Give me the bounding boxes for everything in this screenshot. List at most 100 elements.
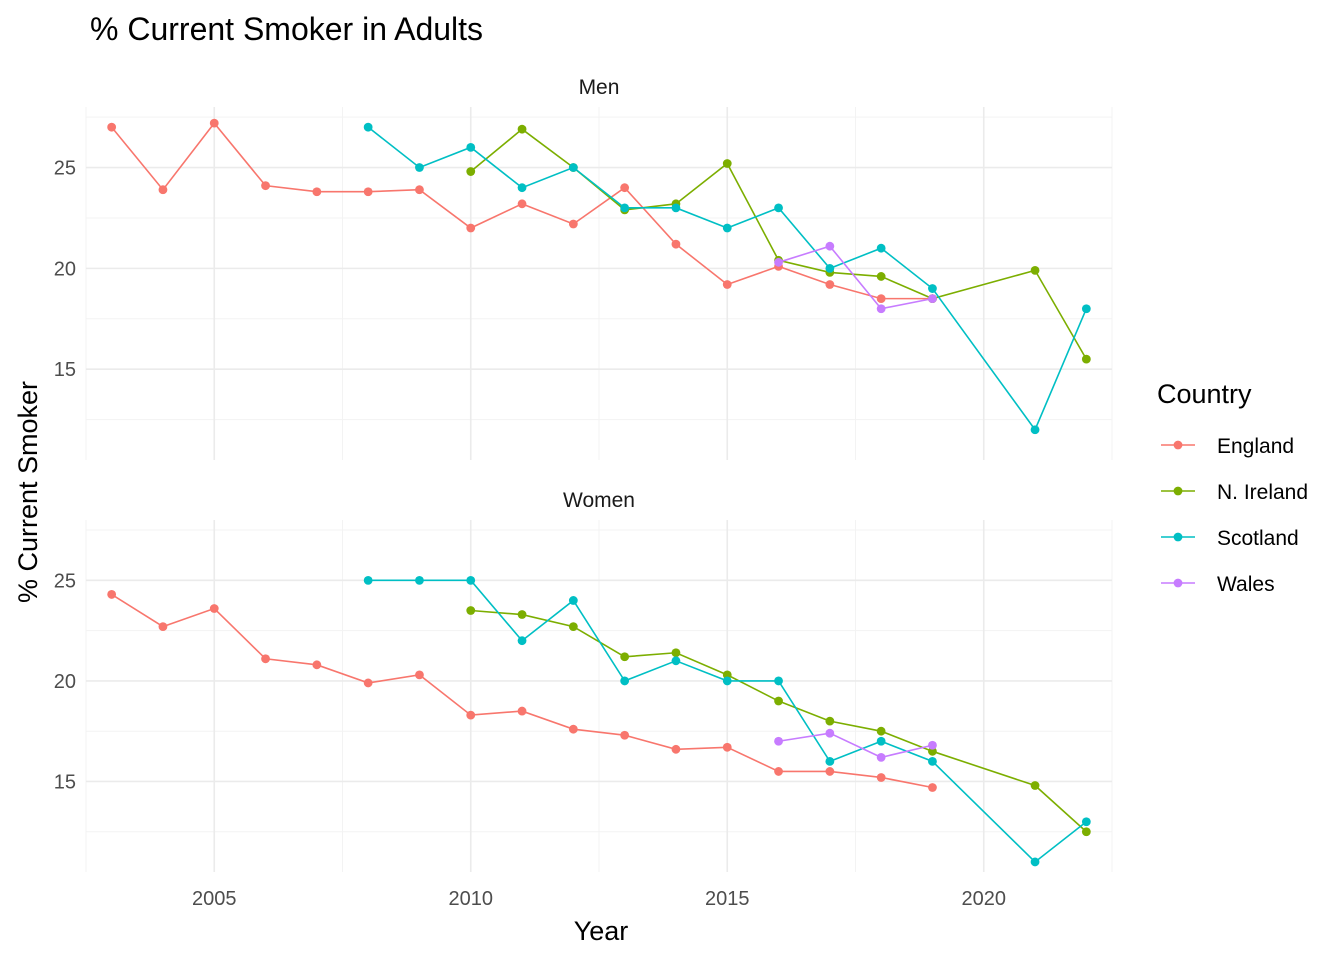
legend-label-wales: Wales — [1217, 573, 1275, 596]
data-point-women-wales — [774, 736, 783, 746]
data-point-men-n-ireland — [1081, 354, 1091, 364]
data-point-men-england — [620, 183, 630, 193]
data-point-men-scotland — [825, 263, 835, 273]
series-line-women-wales — [778, 732, 933, 759]
data-point-men-wales — [825, 241, 835, 251]
data-point-women-n-ireland — [1030, 781, 1040, 790]
data-point-women-scotland — [1081, 817, 1091, 827]
data-point-women-england — [261, 654, 270, 664]
data-point-men-england — [517, 199, 527, 209]
data-point-women-n-ireland — [568, 622, 578, 632]
data-point-women-england — [209, 604, 219, 613]
x-axis-title: Year — [574, 916, 629, 946]
data-point-women-scotland — [671, 656, 681, 666]
legend-marker-wales — [1173, 578, 1183, 588]
series-line-men-n-ireland — [470, 128, 1088, 360]
series-line-women-scotland — [368, 579, 1087, 864]
data-point-women-england — [876, 773, 886, 782]
data-point-women-england — [466, 710, 476, 720]
y-tick-label: 25 — [54, 158, 76, 180]
data-point-men-england — [363, 187, 373, 197]
data-point-men-scotland — [671, 203, 681, 213]
chart-title: % Current Smoker in Adults — [90, 11, 483, 47]
data-point-women-scotland — [568, 596, 578, 605]
data-point-men-england — [671, 239, 681, 249]
data-point-women-n-ireland — [876, 726, 886, 736]
legend-label-n-ireland: N. Ireland — [1217, 481, 1308, 504]
data-point-men-n-ireland — [876, 272, 886, 281]
data-point-women-n-ireland — [774, 696, 783, 706]
data-point-men-england — [158, 185, 168, 195]
data-point-women-scotland — [876, 736, 886, 746]
data-point-men-n-ireland — [1030, 265, 1040, 275]
data-point-women-scotland — [466, 575, 476, 585]
data-point-men-scotland — [722, 223, 732, 233]
series-line-men-wales — [778, 245, 933, 310]
panel-women: Women 15 20 25 2005 2010 2015 2020 — [54, 489, 1113, 910]
data-point-women-england — [928, 783, 937, 792]
x-tick-label: 2010 — [449, 888, 494, 910]
data-point-women-england — [671, 744, 681, 754]
data-point-men-scotland — [415, 163, 424, 172]
data-point-women-england — [363, 678, 373, 688]
data-point-women-england — [415, 670, 424, 680]
legend-label-scotland: Scotland — [1217, 527, 1299, 550]
data-point-women-scotland — [774, 676, 783, 686]
data-point-men-scotland — [620, 203, 630, 213]
data-point-women-wales — [876, 752, 886, 762]
data-point-women-england — [774, 767, 783, 776]
legend-marker-scotland — [1173, 532, 1183, 542]
data-point-men-england — [107, 122, 117, 132]
data-point-women-scotland — [825, 756, 835, 766]
data-point-men-england — [568, 219, 578, 229]
data-point-women-scotland — [363, 575, 373, 585]
data-point-men-scotland — [1030, 425, 1040, 435]
series-line-men-england — [111, 121, 933, 300]
y-axis-title: % Current Smoker — [13, 381, 43, 603]
data-point-men-england — [415, 185, 424, 195]
data-point-men-england — [825, 280, 835, 289]
data-point-men-england — [209, 118, 219, 128]
legend-marker-n-ireland — [1173, 486, 1183, 496]
x-tick-label: 2020 — [962, 888, 1007, 910]
data-point-women-wales — [825, 728, 835, 738]
panel-men: Men 15 20 25 — [54, 76, 1113, 460]
data-point-men-n-ireland — [722, 159, 732, 168]
data-point-women-england — [825, 767, 835, 776]
data-point-men-scotland — [466, 142, 476, 152]
data-point-women-n-ireland — [722, 670, 732, 680]
legend-label-england: England — [1217, 435, 1294, 458]
legend-title: Country — [1157, 379, 1252, 409]
data-point-women-scotland — [1030, 857, 1040, 867]
data-point-men-scotland — [363, 122, 373, 132]
data-point-women-scotland — [928, 756, 937, 766]
data-point-men-scotland — [517, 183, 527, 193]
legend: Country England N. Ireland Scotland Wales — [1157, 379, 1308, 596]
data-point-women-england — [158, 622, 168, 632]
data-point-men-england — [261, 181, 270, 191]
y-tick-label: 20 — [54, 671, 76, 693]
data-point-women-scotland — [722, 676, 732, 686]
data-point-men-wales — [928, 294, 937, 304]
data-point-women-n-ireland — [928, 746, 937, 756]
data-point-men-england — [876, 294, 886, 304]
panel-label-men: Men — [579, 76, 620, 99]
data-point-men-england — [466, 223, 476, 233]
data-point-men-wales — [876, 304, 886, 314]
data-point-men-england — [312, 187, 322, 197]
data-point-men-scotland — [876, 243, 886, 253]
data-point-men-wales — [774, 257, 783, 267]
data-point-women-n-ireland — [517, 610, 527, 619]
data-point-women-england — [107, 590, 117, 599]
data-point-women-n-ireland — [466, 606, 476, 615]
data-point-women-n-ireland — [620, 652, 630, 662]
x-tick-label: 2005 — [192, 888, 237, 910]
data-point-women-england — [620, 730, 630, 740]
data-point-women-n-ireland — [671, 648, 681, 658]
data-point-women-scotland — [620, 676, 630, 686]
data-point-men-scotland — [568, 163, 578, 172]
series-line-women-england — [111, 593, 933, 789]
y-tick-label: 15 — [54, 359, 76, 381]
y-tick-label: 25 — [54, 570, 76, 592]
